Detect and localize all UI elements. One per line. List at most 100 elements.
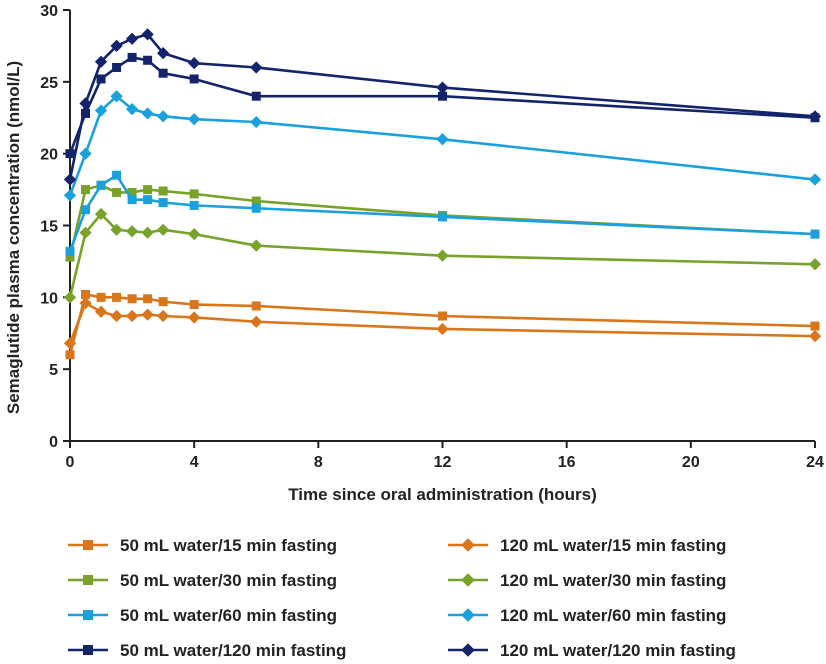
data-point bbox=[125, 309, 139, 323]
legend-marker bbox=[461, 608, 475, 622]
series-8 bbox=[63, 28, 822, 186]
data-point bbox=[189, 300, 199, 310]
legend-item: 50 mL water/30 min fasting bbox=[68, 571, 337, 590]
x-tick-label: 8 bbox=[314, 454, 323, 471]
data-point bbox=[125, 225, 139, 238]
data-point bbox=[110, 39, 123, 53]
legend-item: 120 mL water/120 min fasting bbox=[448, 641, 736, 660]
data-point bbox=[251, 196, 261, 206]
data-point bbox=[436, 322, 449, 336]
legend-marker bbox=[83, 540, 93, 550]
data-point bbox=[94, 207, 108, 221]
data-point bbox=[158, 198, 168, 208]
data-point bbox=[438, 91, 447, 101]
data-point bbox=[63, 291, 77, 304]
series-2 bbox=[63, 296, 822, 350]
x-tick-label: 4 bbox=[190, 454, 199, 471]
data-point bbox=[808, 173, 822, 186]
legend-label: 120 mL water/30 min fasting bbox=[500, 571, 726, 590]
data-point bbox=[250, 239, 263, 252]
data-point bbox=[810, 321, 820, 331]
data-point bbox=[65, 246, 75, 256]
data-point bbox=[157, 223, 170, 236]
data-point bbox=[125, 103, 139, 116]
data-point bbox=[189, 200, 199, 210]
data-point bbox=[127, 294, 137, 304]
axes: 0 5 10 15 20 25 30 0 4 8 12 16 20 24 bbox=[40, 3, 824, 471]
y-tick-label: 10 bbox=[40, 290, 58, 307]
legend-label: 120 mL water/120 min fasting bbox=[500, 641, 736, 660]
data-point bbox=[189, 74, 199, 84]
data-point bbox=[808, 110, 822, 123]
legend-item: 120 mL water/60 min fasting bbox=[448, 606, 726, 625]
data-point bbox=[110, 309, 123, 323]
x-tick-label: 0 bbox=[66, 454, 75, 471]
data-point bbox=[438, 212, 447, 222]
data-point bbox=[143, 294, 153, 304]
data-point bbox=[251, 301, 261, 311]
data-point bbox=[188, 113, 201, 126]
data-point bbox=[141, 308, 154, 321]
data-point bbox=[63, 189, 77, 202]
x-tick-label: 12 bbox=[434, 454, 452, 471]
series-1 bbox=[65, 289, 820, 360]
data-point bbox=[112, 292, 122, 302]
data-point bbox=[158, 68, 168, 78]
legend-label: 120 mL water/15 min fasting bbox=[500, 536, 726, 555]
series-4 bbox=[63, 207, 822, 304]
y-tick-label: 15 bbox=[40, 219, 58, 236]
data-point bbox=[157, 46, 170, 60]
x-tick-label: 20 bbox=[682, 454, 700, 471]
legend-marker bbox=[461, 643, 475, 657]
data-point bbox=[141, 28, 154, 41]
data-point bbox=[110, 90, 123, 103]
legend-item: 50 mL water/60 min fasting bbox=[68, 606, 337, 625]
x-tick-label: 24 bbox=[806, 454, 824, 471]
data-point bbox=[808, 330, 822, 343]
data-point bbox=[65, 350, 75, 360]
data-point bbox=[189, 189, 199, 199]
series-6 bbox=[63, 90, 822, 202]
legend-marker bbox=[83, 645, 93, 655]
data-point bbox=[63, 173, 77, 186]
data-point bbox=[96, 180, 106, 190]
data-point bbox=[127, 195, 137, 205]
data-point bbox=[141, 107, 154, 120]
data-point bbox=[438, 311, 447, 321]
data-point bbox=[112, 62, 122, 72]
series-layer bbox=[63, 28, 822, 360]
data-point bbox=[125, 32, 139, 45]
data-point bbox=[96, 74, 106, 84]
data-point bbox=[188, 311, 201, 324]
data-point bbox=[251, 203, 261, 213]
y-tick-label: 0 bbox=[49, 434, 58, 451]
legend-marker bbox=[83, 575, 93, 585]
data-point bbox=[188, 57, 201, 70]
data-point bbox=[143, 195, 153, 205]
data-point bbox=[94, 55, 108, 68]
legend: 50 mL water/15 min fasting 120 mL water/1… bbox=[68, 536, 736, 660]
data-point bbox=[94, 104, 108, 117]
data-point bbox=[81, 185, 91, 195]
data-point bbox=[436, 81, 449, 94]
data-point bbox=[127, 187, 137, 197]
data-point bbox=[157, 309, 170, 323]
data-point bbox=[79, 226, 92, 239]
data-point bbox=[63, 337, 77, 350]
legend-marker bbox=[461, 538, 475, 552]
data-point bbox=[79, 147, 92, 160]
legend-marker bbox=[83, 610, 93, 620]
data-point bbox=[94, 305, 108, 318]
legend-label: 120 mL water/60 min fasting bbox=[500, 606, 726, 625]
data-point bbox=[127, 52, 137, 62]
data-point bbox=[250, 315, 263, 328]
data-point bbox=[110, 223, 123, 236]
data-point bbox=[808, 258, 822, 271]
data-point bbox=[81, 108, 91, 118]
data-point bbox=[79, 97, 92, 110]
x-tick-label: 16 bbox=[558, 454, 576, 471]
legend-item: 120 mL water/15 min fasting bbox=[448, 536, 726, 555]
y-tick-label: 25 bbox=[40, 75, 58, 92]
data-point bbox=[96, 292, 106, 302]
